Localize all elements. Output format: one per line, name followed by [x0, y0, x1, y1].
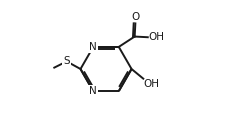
Text: N: N	[89, 86, 97, 96]
Text: O: O	[131, 12, 139, 22]
Text: OH: OH	[147, 32, 163, 42]
Text: N: N	[89, 42, 97, 52]
Text: OH: OH	[143, 79, 159, 89]
Text: S: S	[63, 56, 70, 66]
